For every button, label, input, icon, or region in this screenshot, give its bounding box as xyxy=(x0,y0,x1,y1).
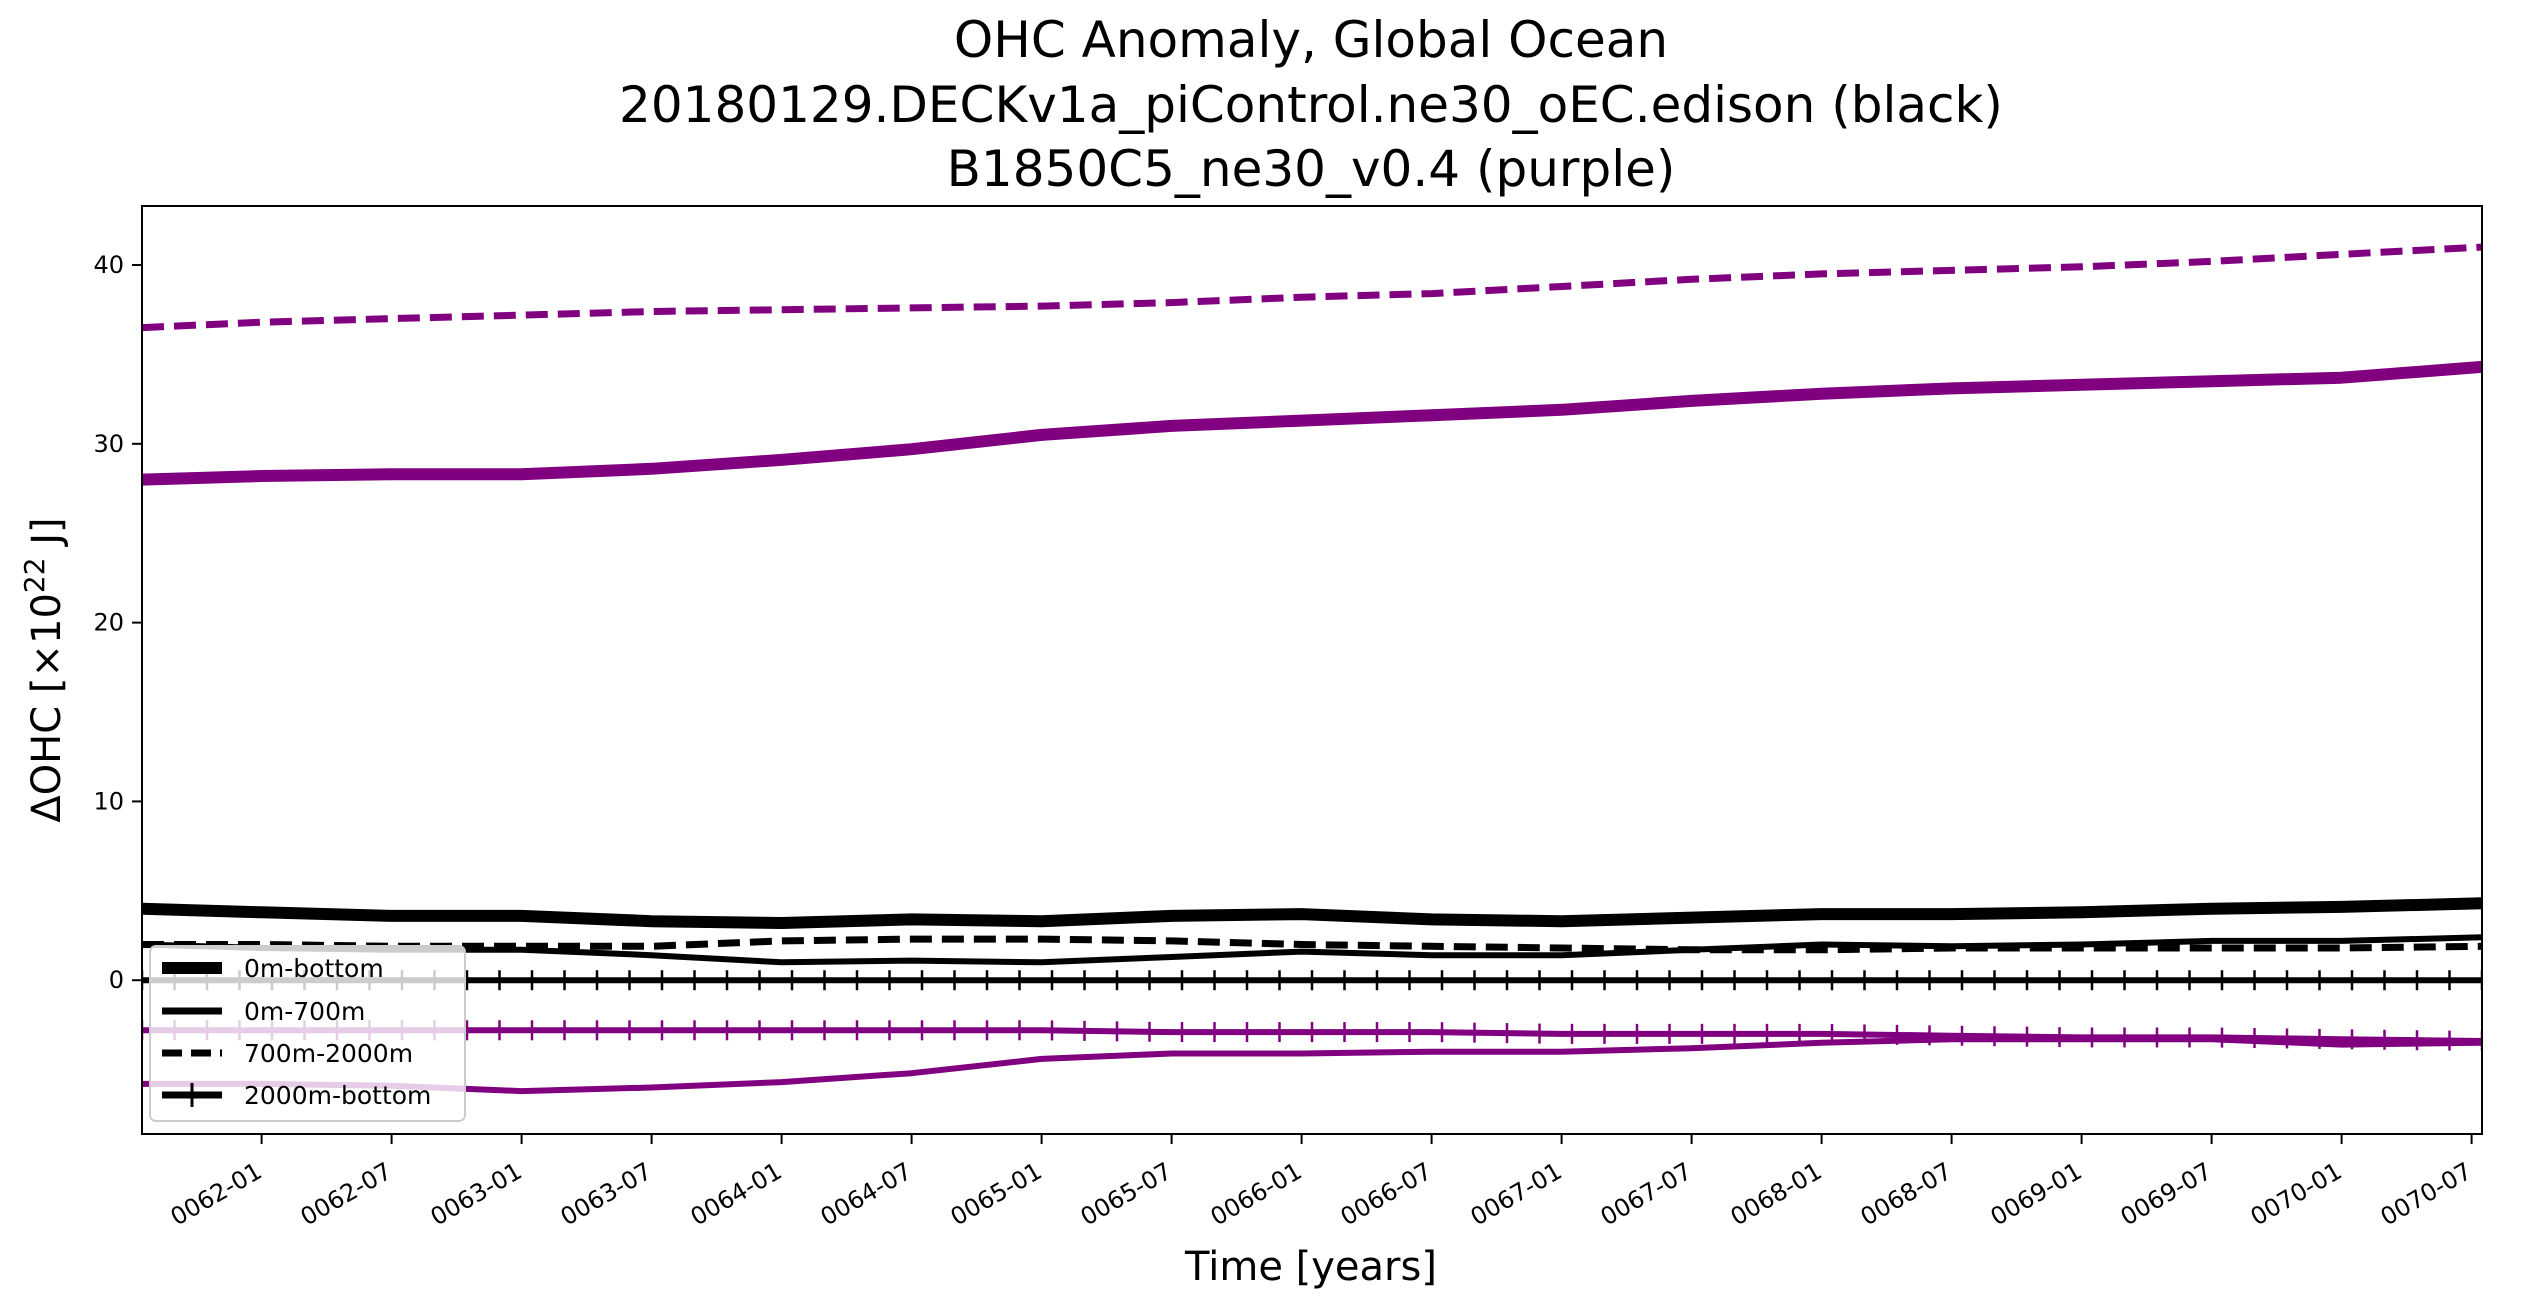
y-tick-label: 40 xyxy=(93,251,124,279)
plot-frame xyxy=(141,205,2483,1135)
series-purple-solid-thick-line xyxy=(142,360,2482,486)
y-axis: 0 10 20 30 40 xyxy=(93,251,142,994)
series-purple-dashed-line xyxy=(142,243,2482,332)
x-tick-label: 0065-07 xyxy=(1076,1157,1177,1231)
series-black-solid-thick-line xyxy=(142,897,2482,929)
y-axis-label-sup: 22 xyxy=(18,557,51,593)
x-tick-label: 0070-01 xyxy=(2246,1157,2347,1231)
legend-label-0m-bottom: 0m-bottom xyxy=(244,954,384,983)
legend-label-700m-2000m: 700m-2000m xyxy=(244,1039,413,1068)
x-tick-label: 0063-01 xyxy=(426,1157,527,1231)
y-tick-label: 0 xyxy=(109,966,124,994)
x-axis-label: Time [years] xyxy=(1184,1244,1437,1290)
y-tick-label: 10 xyxy=(93,787,124,815)
y-tick-label: 30 xyxy=(93,430,124,458)
x-tick-label: 0063-07 xyxy=(556,1157,657,1231)
x-tick-label: 0062-07 xyxy=(296,1157,397,1231)
x-tick-label: 0064-07 xyxy=(816,1157,917,1231)
series-black-solid-line xyxy=(142,934,2482,966)
legend: 0m-bottom 0m-700m 700m-2000m 2000m-botto… xyxy=(149,945,466,1122)
title-line-3: B1850C5_ne30_v0.4 (purple) xyxy=(947,140,1676,198)
x-tick-label: 0067-07 xyxy=(1596,1157,1697,1231)
title-line-2: 20180129.DECKv1a_piControl.ne30_oEC.edis… xyxy=(619,76,2003,134)
x-tick-label: 0067-01 xyxy=(1466,1157,1567,1231)
x-tick-label: 0066-07 xyxy=(1336,1157,1437,1231)
x-tick-label: 0069-01 xyxy=(1986,1157,2087,1231)
legend-label-0m-700m: 0m-700m xyxy=(244,997,365,1026)
x-tick-label: 0069-07 xyxy=(2116,1157,2217,1231)
y-tick-label: 20 xyxy=(93,609,124,637)
series-layer xyxy=(142,243,2482,1095)
x-tick-label: 0068-07 xyxy=(1856,1157,1957,1231)
y-axis-label-main: ΔOHC [×10 xyxy=(24,593,70,823)
y-axis-label: ΔOHC [×1022 J] xyxy=(18,517,70,822)
title-line-1: OHC Anomaly, Global Ocean xyxy=(954,11,1668,69)
legend-label-2000m-bottom: 2000m-bottom xyxy=(244,1081,431,1110)
x-tick-label: 0066-01 xyxy=(1206,1157,1307,1231)
y-axis-label-end: J] xyxy=(24,517,70,557)
x-tick-label: 0065-01 xyxy=(946,1157,1047,1231)
chart-title: OHC Anomaly, Global Ocean 20180129.DECKv… xyxy=(619,11,2003,198)
series-purple-solid-line xyxy=(142,1036,2482,1095)
x-tick-label: 0068-01 xyxy=(1726,1157,1827,1231)
legend-box xyxy=(149,945,466,1122)
x-tick-label: 0070-07 xyxy=(2376,1157,2477,1231)
x-tick-label: 0064-01 xyxy=(686,1157,787,1231)
x-tick-label: 0062-01 xyxy=(166,1157,267,1231)
series-black-dashed-line xyxy=(142,935,2482,954)
x-axis: 0062-01 0062-07 0063-01 0063-07 0064-01 0064-… xyxy=(166,1134,2477,1231)
